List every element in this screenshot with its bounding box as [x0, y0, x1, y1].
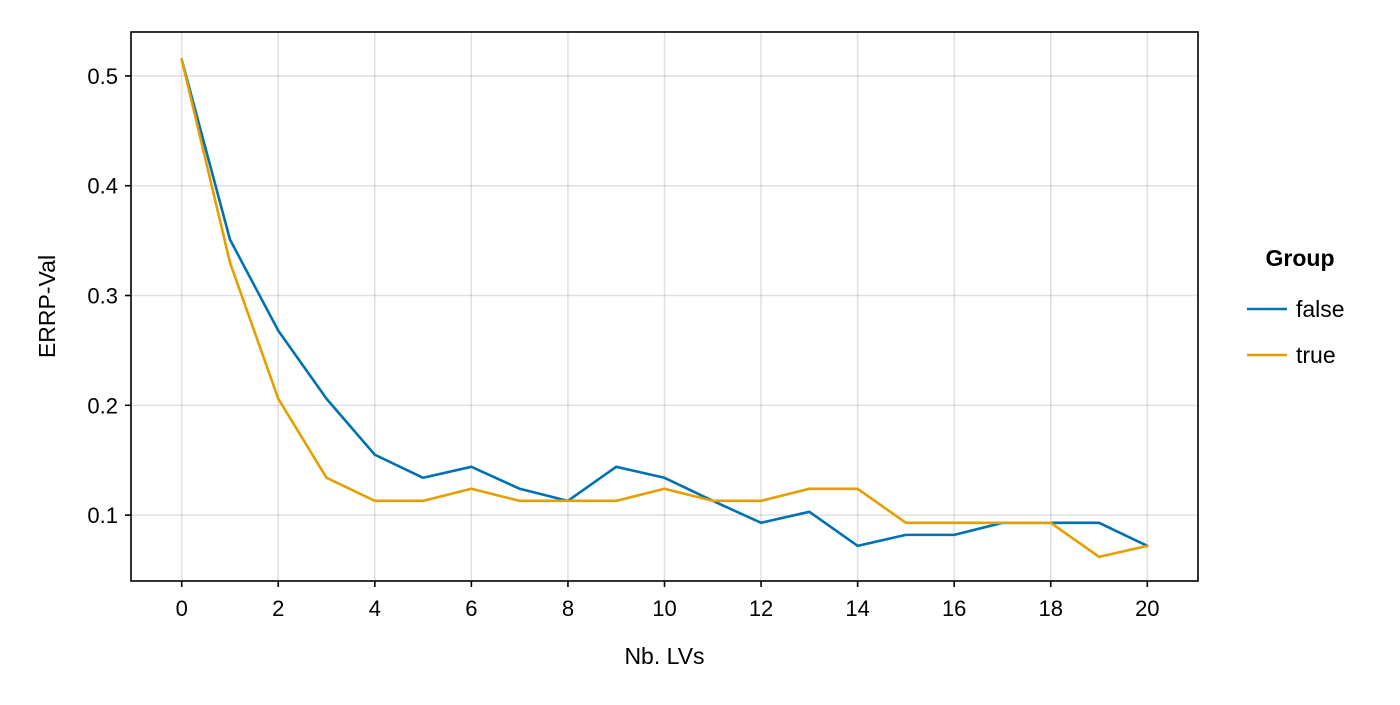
x-tick-label: 6: [465, 596, 477, 621]
legend-title: Group: [1266, 245, 1335, 271]
grid: [131, 32, 1198, 581]
legend-items: false true: [1247, 296, 1345, 368]
series-line-true: [180, 58, 1149, 559]
x-tick-label: 20: [1135, 596, 1159, 621]
legend-label-true: true: [1296, 342, 1336, 368]
x-axis-ticks: 0 2 4 6 8 10 12 14 16 18 20: [176, 581, 1160, 621]
x-tick-label: 8: [562, 596, 574, 621]
y-tick-label: 0.2: [87, 393, 118, 418]
x-axis-label: Nb. LVs: [624, 643, 704, 669]
y-axis-ticks: 0.1 0.2 0.3 0.4 0.5: [87, 64, 131, 528]
x-tick-label: 10: [652, 596, 676, 621]
series-line-false: [180, 58, 1149, 548]
x-tick-label: 2: [272, 596, 284, 621]
legend: Group false true: [1247, 245, 1345, 368]
y-axis-label: ERRP-Val: [34, 255, 60, 358]
x-tick-label: 12: [749, 596, 773, 621]
series-lines: [180, 58, 1149, 559]
x-tick-label: 16: [942, 596, 966, 621]
y-tick-label: 0.4: [87, 174, 118, 199]
x-tick-label: 4: [369, 596, 381, 621]
x-tick-label: 0: [176, 596, 188, 621]
x-tick-label: 14: [845, 596, 869, 621]
y-tick-label: 0.3: [87, 284, 118, 309]
y-tick-label: 0.1: [87, 503, 118, 528]
legend-label-false: false: [1296, 296, 1345, 322]
x-tick-label: 18: [1039, 596, 1063, 621]
y-tick-label: 0.5: [87, 64, 118, 89]
